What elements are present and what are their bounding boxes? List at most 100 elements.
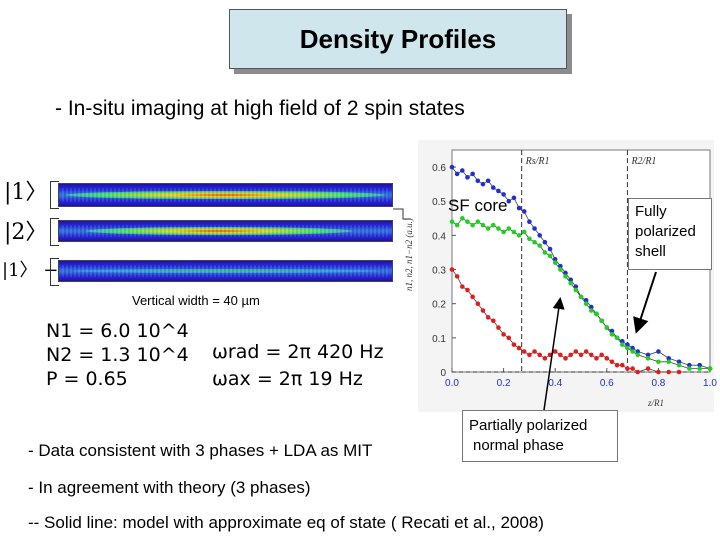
data-point [594, 356, 599, 361]
data-point [625, 345, 630, 351]
data-point [460, 216, 465, 221]
data-point [656, 349, 661, 354]
data-point [516, 345, 522, 351]
data-point [480, 181, 486, 187]
y-tick-label: 0.4 [432, 231, 446, 242]
data-point [506, 226, 512, 231]
data-point [506, 335, 512, 341]
data-point [501, 229, 506, 235]
strip-connector [393, 208, 411, 220]
data-point [635, 369, 641, 375]
data-point [537, 233, 543, 238]
vline-label: Rs/R1 [525, 156, 550, 167]
data-point [475, 219, 481, 225]
data-point [527, 236, 532, 242]
slide-title: Density Profiles [299, 23, 497, 54]
data-point [470, 294, 475, 300]
image-strip-state2 [58, 220, 393, 242]
data-point [578, 352, 584, 358]
data-point [470, 222, 475, 228]
data-point [465, 287, 470, 293]
data-point [697, 362, 702, 368]
param-p: P = 0.65 [46, 368, 128, 390]
density-profile-chart: 0 0.1 0.2 0.3 0.4 0.5 0.6 0.0 0.2 0.4 0.6 0.8 1.0 z/R… [404, 149, 717, 408]
data-point [542, 239, 548, 245]
data-point [594, 311, 599, 317]
data-point [707, 366, 713, 371]
data-point [537, 352, 543, 358]
data-point [583, 301, 589, 306]
data-point [630, 366, 635, 371]
data-point [558, 267, 563, 272]
data-point [454, 171, 460, 177]
data-point [614, 362, 620, 368]
data-point [625, 366, 630, 371]
data-point [568, 280, 573, 286]
data-point [547, 352, 553, 358]
data-point [511, 229, 517, 235]
data-point [496, 325, 501, 330]
data-point [465, 175, 470, 180]
x-axis-label: z/R1 [647, 398, 664, 408]
data-point [656, 369, 661, 375]
x-tick-label: 0.6 [600, 378, 614, 389]
data-point [568, 352, 573, 358]
data-point [454, 274, 460, 279]
data-point [619, 342, 625, 347]
param-n1: N1 = 6.0 10^4 [46, 320, 189, 342]
fully-polarized-line1: Fully [635, 203, 667, 220]
data-point [516, 233, 522, 238]
data-point [542, 250, 548, 255]
param-wax: ωax = 2π 19 Hz [212, 368, 363, 390]
data-point [609, 328, 615, 334]
data-point [480, 222, 486, 228]
data-point [666, 356, 672, 361]
sf-core-label: SF core [448, 196, 508, 215]
y-tick-label: 0.6 [432, 163, 446, 174]
y-tick-label: 0 [440, 368, 446, 379]
data-point [532, 239, 537, 245]
fully-polarized-box: Fully polarized shell [628, 198, 712, 270]
x-tick-label: 0.4 [548, 378, 562, 389]
data-point [532, 226, 537, 231]
y-tick-label: 0.5 [432, 197, 446, 208]
data-point [563, 274, 568, 279]
data-point [645, 366, 651, 371]
data-point [619, 362, 625, 368]
data-point [527, 219, 532, 225]
x-tick-label: 0.0 [445, 378, 459, 389]
bullet-agreement: - In agreement with theory (3 phases) [28, 478, 311, 497]
data-point [630, 345, 635, 351]
data-point [697, 366, 702, 371]
data-point [490, 185, 496, 190]
data-point [630, 349, 635, 354]
data-point [619, 338, 625, 344]
subtitle: - In-situ imaging at high field of 2 spi… [55, 97, 465, 120]
bracket-difference [50, 258, 59, 286]
data-point [475, 301, 481, 306]
title-box: Density Profiles [229, 9, 567, 69]
data-point [485, 315, 491, 320]
data-point [449, 219, 455, 225]
data-point [558, 263, 563, 269]
data-point [470, 171, 475, 177]
partially-polarized-line2: normal phase [473, 437, 564, 454]
data-point [496, 226, 501, 231]
data-point [542, 356, 548, 361]
data-point [563, 270, 568, 276]
data-point [635, 352, 641, 358]
x-tick-label: 0.8 [651, 378, 665, 389]
data-point [666, 359, 672, 365]
ket-state1: |1〉 [4, 180, 48, 205]
data-point [645, 352, 651, 358]
data-point [573, 287, 579, 293]
data-point [460, 284, 465, 289]
data-point [480, 308, 486, 313]
y-tick-label: 0.1 [432, 334, 446, 345]
x-tick-label: 1.0 [703, 378, 717, 389]
data-point [547, 253, 553, 259]
data-point [625, 342, 630, 347]
data-point [552, 349, 558, 354]
data-point [589, 304, 594, 310]
partially-polarized-line1: Partially polarized [469, 417, 588, 434]
